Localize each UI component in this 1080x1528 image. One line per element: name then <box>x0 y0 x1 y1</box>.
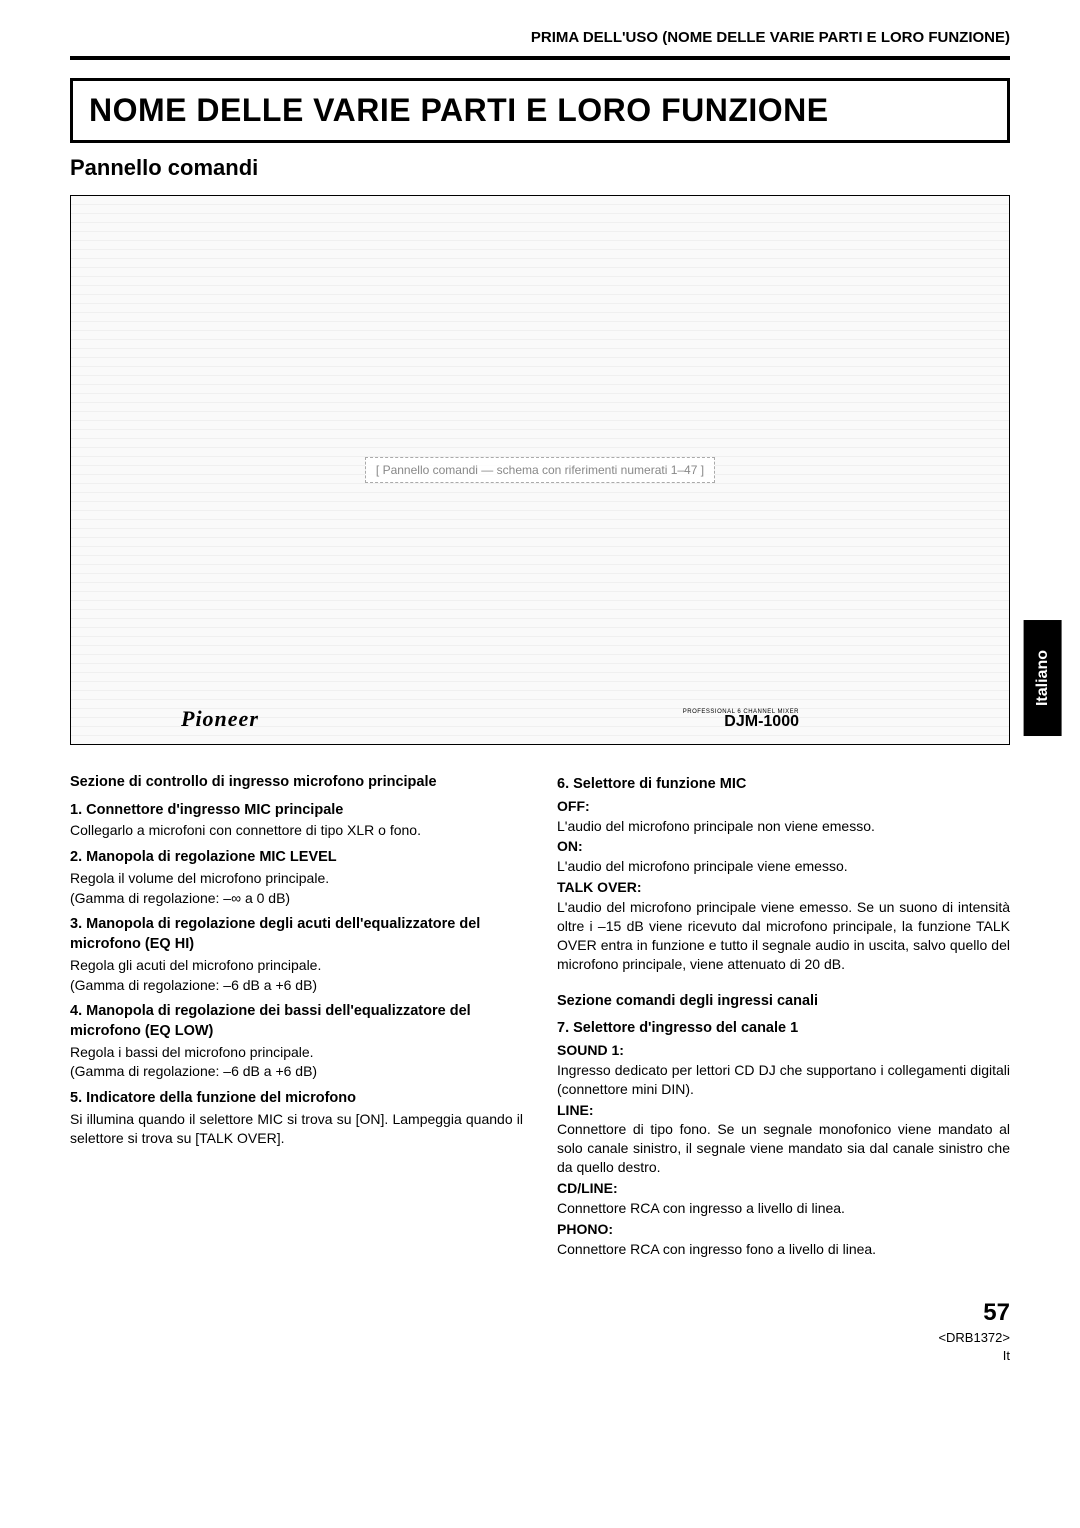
item-6-on-label: ON: <box>557 837 1010 856</box>
item-1-head: 1. Connettore d'ingresso MIC principale <box>70 801 523 821</box>
item-6-off-body: L'audio del microfono principale non vie… <box>557 817 1010 836</box>
item-1-body: Collegarlo a microfoni con connettore di… <box>70 821 523 840</box>
item-6-on-body: L'audio del microfono principale viene e… <box>557 857 1010 876</box>
control-panel-diagram: [ Pannello comandi — schema con riferime… <box>70 195 1010 745</box>
item-6-talk-label: TALK OVER: <box>557 878 1010 897</box>
rule-top <box>70 56 1010 60</box>
item-5-head: 5. Indicatore della funzione del microfo… <box>70 1089 523 1109</box>
item-7-sound1-body: Ingresso dedicato per lettori CD DJ che … <box>557 1061 1010 1099</box>
item-7-sound1-label: SOUND 1: <box>557 1041 1010 1060</box>
item-7-cdline-body: Connettore RCA con ingresso a livello di… <box>557 1199 1010 1218</box>
diagram-model: DJM-1000 <box>724 711 799 733</box>
column-left: Sezione di controllo di ingresso microfo… <box>70 767 523 1260</box>
item-2-head: 2. Manopola di regolazione MIC LEVEL <box>70 848 523 868</box>
item-2-body: Regola il volume del microfono principal… <box>70 869 523 888</box>
item-6-off-label: OFF: <box>557 797 1010 816</box>
footer: 57 <DRB1372> It <box>70 1296 1010 1366</box>
doc-reference: <DRB1372> <box>70 1329 1010 1347</box>
diagram-placeholder-label: [ Pannello comandi — schema con riferime… <box>365 457 715 483</box>
doc-lang: It <box>70 1347 1010 1365</box>
item-3-range: (Gamma di regolazione: –6 dB a +6 dB) <box>70 976 523 995</box>
title-box: NOME DELLE VARIE PARTI E LORO FUNZIONE <box>70 78 1010 143</box>
item-2-range: (Gamma di regolazione: –∞ a 0 dB) <box>70 889 523 908</box>
item-3-body: Regola gli acuti del microfono principal… <box>70 956 523 975</box>
item-7-cdline-label: CD/LINE: <box>557 1179 1010 1198</box>
right-section-head: Sezione comandi degli ingressi canali <box>557 992 1010 1012</box>
diagram-brand: Pioneer <box>181 704 259 734</box>
item-5-body: Si illumina quando il selettore MIC si t… <box>70 1110 523 1148</box>
running-header: PRIMA DELL'USO (NOME DELLE VARIE PARTI E… <box>70 28 1010 48</box>
item-7-head: 7. Selettore d'ingresso del canale 1 <box>557 1019 1010 1039</box>
item-3-head: 3. Manopola di regolazione degli acuti d… <box>70 915 523 954</box>
item-7-phono-body: Connettore RCA con ingresso fono a livel… <box>557 1240 1010 1259</box>
column-right: 6. Selettore di funzione MIC OFF: L'audi… <box>557 767 1010 1260</box>
item-4-range: (Gamma di regolazione: –6 dB a +6 dB) <box>70 1062 523 1081</box>
item-7-line-label: LINE: <box>557 1101 1010 1120</box>
page-number: 57 <box>70 1296 1010 1330</box>
item-4-body: Regola i bassi del microfono principale. <box>70 1043 523 1062</box>
left-section-head: Sezione di controllo di ingresso microfo… <box>70 773 523 793</box>
item-7-line-body: Connettore di tipo fono. Se un segnale m… <box>557 1120 1010 1177</box>
item-6-talk-body: L'audio del microfono principale viene e… <box>557 898 1010 974</box>
body-columns: Sezione di controllo di ingresso microfo… <box>70 767 1010 1260</box>
subtitle: Pannello comandi <box>70 153 1010 183</box>
item-6-head: 6. Selettore di funzione MIC <box>557 775 1010 795</box>
item-7-phono-label: PHONO: <box>557 1220 1010 1239</box>
page-title: NOME DELLE VARIE PARTI E LORO FUNZIONE <box>89 89 991 132</box>
language-tab: Italiano <box>1024 620 1062 736</box>
item-4-head: 4. Manopola di regolazione dei bassi del… <box>70 1002 523 1041</box>
